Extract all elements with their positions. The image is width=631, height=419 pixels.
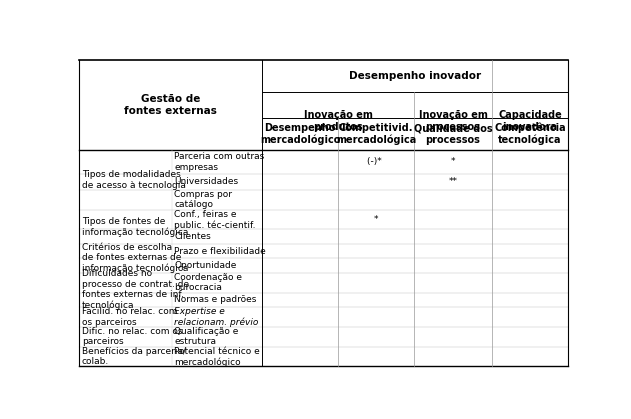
Text: Tipos de fontes de
informação tecnológica: Tipos de fontes de informação tecnológic… [82, 217, 188, 237]
Text: Clientes: Clientes [174, 232, 211, 241]
Text: (-)*: (-)* [367, 157, 385, 166]
Text: Prazo e flexibilidade: Prazo e flexibilidade [174, 246, 266, 256]
Text: Desempenho inovador: Desempenho inovador [349, 71, 481, 81]
Text: Capacidade
inovadora: Capacidade inovadora [498, 111, 562, 132]
Text: Conf., feiras e
public. téc-cientif.: Conf., feiras e public. téc-cientif. [174, 210, 256, 230]
Text: Qualidade dos
processos: Qualidade dos processos [414, 123, 492, 145]
Text: Compras por
catálogo: Compras por catálogo [174, 190, 232, 210]
Text: Facilid. no relac. com
os parceiros: Facilid. no relac. com os parceiros [82, 307, 177, 326]
Text: Dificuldades no
processo de contrat. de
fontes externas de inf.
tecnológica: Dificuldades no processo de contrat. de … [82, 269, 189, 310]
Text: Dific. no relac. com os
parceiros: Dific. no relac. com os parceiros [82, 327, 182, 347]
Text: Universidades: Universidades [174, 177, 239, 186]
Text: **: ** [449, 177, 457, 186]
Text: Competitivid.
mercadológica: Competitivid. mercadológica [336, 123, 416, 145]
Text: Expertise e
relacionam. prévio: Expertise e relacionam. prévio [174, 307, 259, 327]
Text: Potencial técnico e
mercadológico: Potencial técnico e mercadológico [174, 347, 260, 367]
Text: Tipos de modalidades
de acesso à tecnologia: Tipos de modalidades de acesso à tecnolo… [82, 170, 186, 189]
Text: Critérios de escolha
de fontes externas de
informação tecnológica: Critérios de escolha de fontes externas … [82, 243, 188, 274]
Text: Inovação em
produtos: Inovação em produtos [304, 111, 372, 132]
Text: *: * [451, 157, 455, 166]
Text: Oportunidade: Oportunidade [174, 261, 237, 270]
Text: Coordenação e
burocracia: Coordenação e burocracia [174, 273, 242, 292]
Text: Competência
tecnológica: Competência tecnológica [494, 122, 566, 145]
Text: Desempenho
mercadológico: Desempenho mercadológico [260, 123, 340, 145]
Text: Normas e padrões: Normas e padrões [174, 295, 257, 304]
Text: *: * [374, 215, 378, 224]
Text: Benefícios da parceria/
colab.: Benefícios da parceria/ colab. [82, 347, 186, 366]
Text: Inovação em
processos: Inovação em processos [418, 111, 487, 132]
Text: Parceria com outras
empresas: Parceria com outras empresas [174, 152, 264, 171]
Text: Gestão de
fontes externas: Gestão de fontes externas [124, 94, 217, 116]
Text: Qualificação e
estrutura: Qualificação e estrutura [174, 327, 239, 347]
